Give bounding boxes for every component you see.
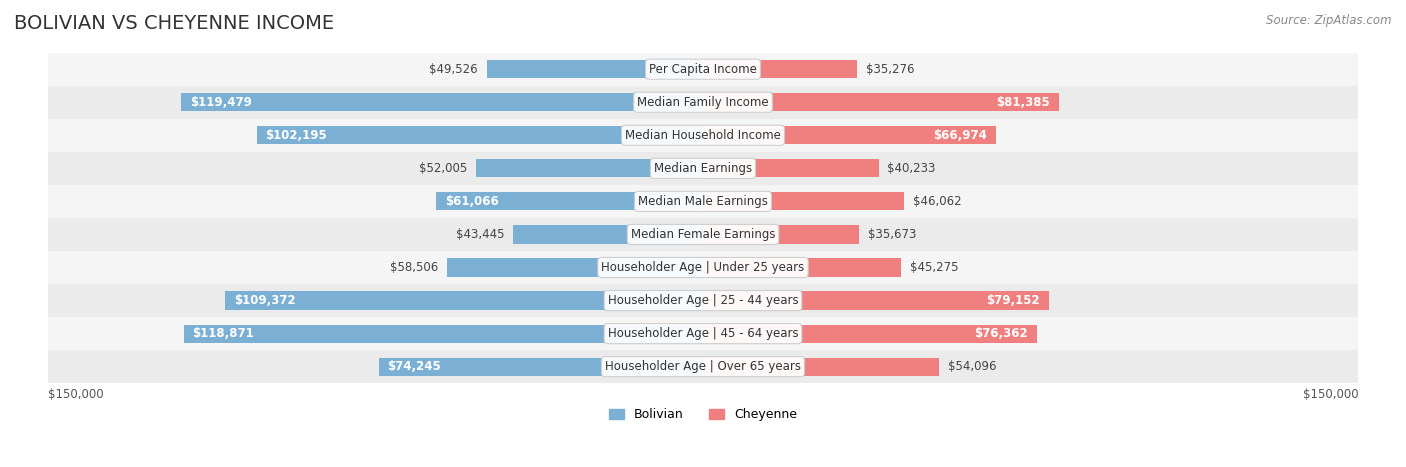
Text: $52,005: $52,005 — [419, 162, 467, 175]
Text: Householder Age | 25 - 44 years: Householder Age | 25 - 44 years — [607, 294, 799, 307]
Text: $150,000: $150,000 — [48, 388, 104, 401]
Text: $81,385: $81,385 — [995, 96, 1050, 109]
Text: Per Capita Income: Per Capita Income — [650, 63, 756, 76]
Bar — [447, 258, 703, 276]
Bar — [48, 152, 1358, 185]
Bar — [703, 159, 879, 177]
Bar — [475, 159, 703, 177]
Text: Source: ZipAtlas.com: Source: ZipAtlas.com — [1267, 14, 1392, 27]
Text: $54,096: $54,096 — [948, 360, 997, 373]
Bar — [184, 325, 703, 343]
Bar — [703, 126, 995, 144]
Text: Householder Age | 45 - 64 years: Householder Age | 45 - 64 years — [607, 327, 799, 340]
Bar — [256, 126, 703, 144]
Bar — [181, 93, 703, 111]
Text: $118,871: $118,871 — [193, 327, 254, 340]
Text: Median Female Earnings: Median Female Earnings — [631, 228, 775, 241]
Bar — [48, 284, 1358, 317]
Bar — [48, 218, 1358, 251]
Text: $109,372: $109,372 — [233, 294, 295, 307]
Text: $79,152: $79,152 — [987, 294, 1040, 307]
Bar — [703, 93, 1059, 111]
Bar — [48, 86, 1358, 119]
Bar — [48, 119, 1358, 152]
Bar — [703, 192, 904, 211]
Bar — [48, 350, 1358, 383]
Text: $66,974: $66,974 — [934, 129, 987, 142]
Text: $43,445: $43,445 — [456, 228, 505, 241]
Bar — [703, 291, 1049, 310]
Bar — [486, 60, 703, 78]
Text: $58,506: $58,506 — [391, 261, 439, 274]
Text: Median Male Earnings: Median Male Earnings — [638, 195, 768, 208]
Text: $150,000: $150,000 — [1302, 388, 1358, 401]
Bar — [225, 291, 703, 310]
Bar — [703, 325, 1036, 343]
Text: $35,276: $35,276 — [866, 63, 914, 76]
Text: $74,245: $74,245 — [388, 360, 441, 373]
Bar — [48, 53, 1358, 86]
Bar — [703, 258, 901, 276]
Text: $49,526: $49,526 — [429, 63, 478, 76]
Text: Median Family Income: Median Family Income — [637, 96, 769, 109]
Bar — [48, 251, 1358, 284]
Text: $45,275: $45,275 — [910, 261, 957, 274]
Legend: Bolivian, Cheyenne: Bolivian, Cheyenne — [605, 403, 801, 426]
Bar — [48, 185, 1358, 218]
Bar — [703, 226, 859, 243]
Text: Householder Age | Under 25 years: Householder Age | Under 25 years — [602, 261, 804, 274]
Text: $46,062: $46,062 — [912, 195, 962, 208]
Text: $35,673: $35,673 — [868, 228, 915, 241]
Bar — [378, 358, 703, 376]
Text: Householder Age | Over 65 years: Householder Age | Over 65 years — [605, 360, 801, 373]
Text: $119,479: $119,479 — [190, 96, 252, 109]
Bar — [703, 358, 939, 376]
Text: $40,233: $40,233 — [887, 162, 936, 175]
Text: Median Household Income: Median Household Income — [626, 129, 780, 142]
Bar — [703, 60, 858, 78]
Bar — [436, 192, 703, 211]
Text: Median Earnings: Median Earnings — [654, 162, 752, 175]
Text: $76,362: $76,362 — [974, 327, 1028, 340]
Bar — [513, 226, 703, 243]
Text: $102,195: $102,195 — [266, 129, 328, 142]
Text: $61,066: $61,066 — [444, 195, 499, 208]
Bar — [48, 317, 1358, 350]
Text: BOLIVIAN VS CHEYENNE INCOME: BOLIVIAN VS CHEYENNE INCOME — [14, 14, 335, 33]
